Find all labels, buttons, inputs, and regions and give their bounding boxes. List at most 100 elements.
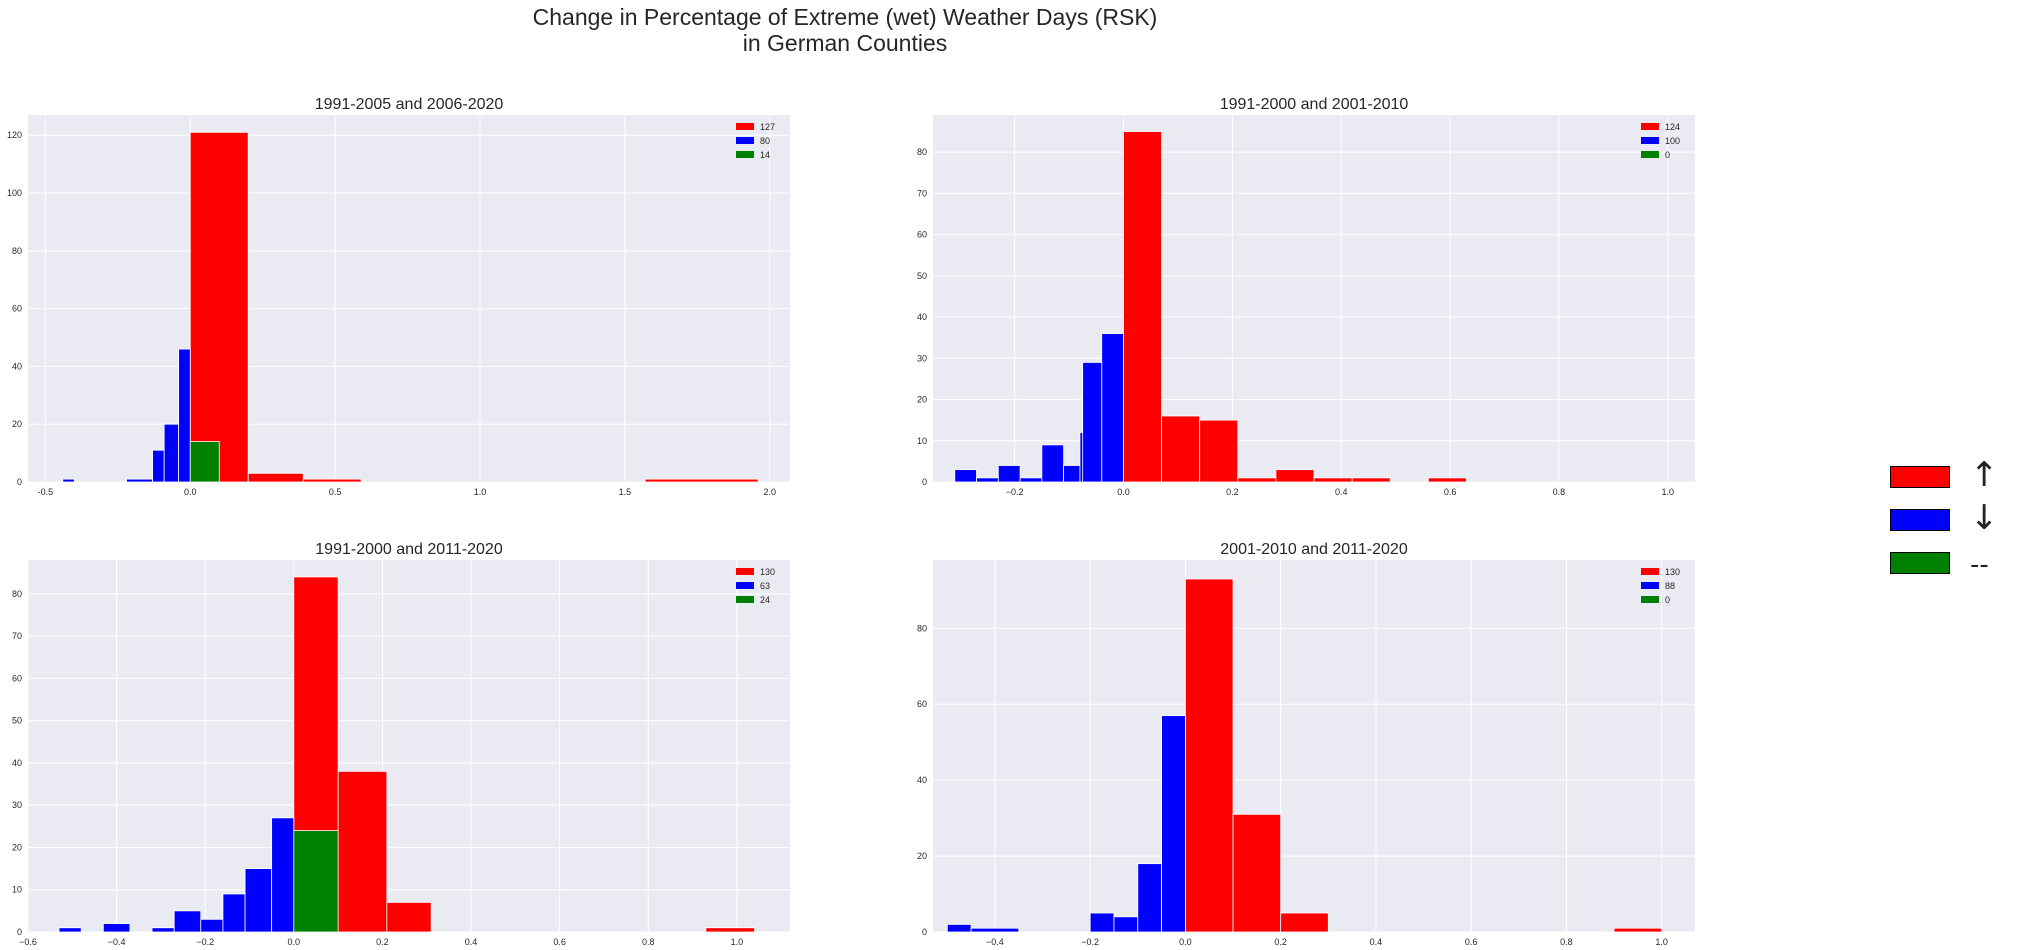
x-tick-label: 0.6 [553, 937, 566, 947]
histogram-bar-up [247, 472, 304, 483]
legend-swatch-down [1641, 582, 1659, 589]
y-tick-label: 0 [17, 477, 22, 487]
plot-background [933, 560, 1695, 932]
x-tick-label: 0.0 [184, 487, 197, 497]
legend-count-label: 0 [1665, 595, 1670, 605]
plot-background [28, 115, 790, 482]
legend-swatch-up [1641, 568, 1659, 575]
histogram-bar-up [1123, 131, 1162, 483]
legend-row-same: -- [1890, 548, 2010, 580]
x-tick-label: 0.4 [1370, 937, 1383, 947]
x-tick-label: 1.0 [474, 487, 487, 497]
plot-background [933, 115, 1695, 482]
x-tick-label: 0.2 [1274, 937, 1287, 947]
x-tick-label: -0.5 [38, 487, 54, 497]
y-tick-label: 20 [12, 842, 22, 852]
histogram-bar-down [970, 927, 1020, 933]
y-tick-label: 70 [12, 631, 22, 641]
histogram-bar-down [1161, 715, 1186, 933]
y-tick-label: 70 [917, 188, 927, 198]
histogram-bar-down [178, 348, 191, 483]
panel-title: 1991-2000 and 2011-2020 [315, 541, 503, 558]
histogram-bar-down [1101, 333, 1124, 483]
x-tick-label: 1.0 [731, 937, 744, 947]
histogram-panel-2: −0.2 0.0 0.2 0.4 0.6 0.8 1.0 0 10 20 30 40 50 60 70 80 1… [917, 96, 1695, 497]
legend-count-label: 88 [1665, 581, 1675, 591]
histogram-bar-down [946, 924, 972, 933]
arrow-down-icon: ↓ [1970, 498, 1999, 538]
legend-swatch-same [736, 151, 754, 158]
y-tick-label: 80 [12, 246, 22, 256]
histogram-bar-up [1351, 477, 1391, 483]
histogram-bar-down [1019, 477, 1043, 483]
histogram-bar-down [151, 927, 175, 933]
histogram-bar-down [163, 423, 180, 483]
x-tick-label: 1.0 [1662, 487, 1675, 497]
histogram-bar-down [976, 477, 999, 483]
y-tick-label: 80 [917, 623, 927, 633]
histogram-bar-up [302, 478, 362, 483]
x-tick-label: 0.2 [376, 937, 389, 947]
x-tick-label: 0.2 [1226, 487, 1239, 497]
x-tick-label: 0.0 [1117, 487, 1130, 497]
histogram-bar-down [1063, 465, 1081, 483]
y-tick-label: 50 [917, 271, 927, 281]
legend-swatch-same [1641, 596, 1659, 603]
histogram-bar-up [1232, 813, 1282, 933]
y-tick-label: 20 [12, 419, 22, 429]
legend-count-label: 80 [760, 136, 770, 146]
histogram-bar-same [189, 441, 220, 483]
histogram-bar-down [1082, 362, 1103, 483]
x-tick-label: 0.5 [329, 487, 342, 497]
histogram-bar-same [293, 830, 339, 933]
x-tick-label: 0.0 [1179, 937, 1192, 947]
y-tick-label: 60 [12, 304, 22, 314]
histogram-bar-up [1161, 415, 1201, 483]
x-tick-label: 1.5 [619, 487, 632, 497]
histogram-bar-down [62, 478, 75, 483]
histogram-bar-up [1237, 477, 1277, 483]
x-tick-label: −0.2 [1081, 937, 1099, 947]
y-tick-label: 100 [7, 188, 22, 198]
panel-title: 1991-2005 and 2006-2020 [315, 96, 504, 113]
histogram-bar-down [173, 910, 202, 933]
histogram-bar-down [244, 868, 273, 933]
x-tick-label: 0.0 [288, 937, 301, 947]
histogram-bar-down [200, 918, 224, 933]
y-tick-label: 0 [17, 927, 22, 937]
legend-row-down: ↓ [1890, 501, 2010, 535]
legend-swatch-down [736, 582, 754, 589]
legend-count-label: 127 [760, 122, 775, 132]
histogram-bar-down [152, 449, 165, 483]
histogram-bar-up [1427, 477, 1467, 483]
y-tick-label: 60 [12, 673, 22, 683]
y-tick-label: 30 [12, 800, 22, 810]
y-tick-label: 10 [917, 436, 927, 446]
x-tick-label: −0.4 [108, 937, 126, 947]
x-tick-label: −0.2 [1006, 487, 1024, 497]
y-tick-label: 120 [7, 130, 22, 140]
figure-title: Change in Percentage of Extreme (wet) We… [532, 4, 1158, 56]
x-tick-label: 0.4 [465, 937, 478, 947]
x-tick-label: 0.6 [1465, 937, 1478, 947]
legend-count-label: 14 [760, 150, 770, 160]
panel-title: 1991-2000 and 2001-2010 [1220, 96, 1409, 113]
y-tick-label: 20 [917, 395, 927, 405]
legend-swatch-green [1890, 552, 1950, 574]
x-tick-label: 1.0 [1655, 937, 1668, 947]
histogram-bar-down [271, 817, 295, 933]
histogram-bar-up [1185, 578, 1234, 933]
y-tick-label: 40 [12, 758, 22, 768]
y-tick-label: 40 [917, 775, 927, 785]
histogram-bar-down [222, 893, 246, 933]
legend-swatch-up [736, 568, 754, 575]
legend-count-label: 130 [1665, 567, 1680, 577]
histogram-bar-down [1113, 916, 1139, 933]
histogram-bar-down [126, 478, 153, 483]
y-tick-label: 40 [12, 361, 22, 371]
legend-swatch-same [736, 596, 754, 603]
histogram-bar-down [997, 465, 1021, 483]
y-tick-label: 60 [917, 230, 927, 240]
x-tick-label: 0.4 [1335, 487, 1348, 497]
legend-count-label: 124 [1665, 122, 1680, 132]
